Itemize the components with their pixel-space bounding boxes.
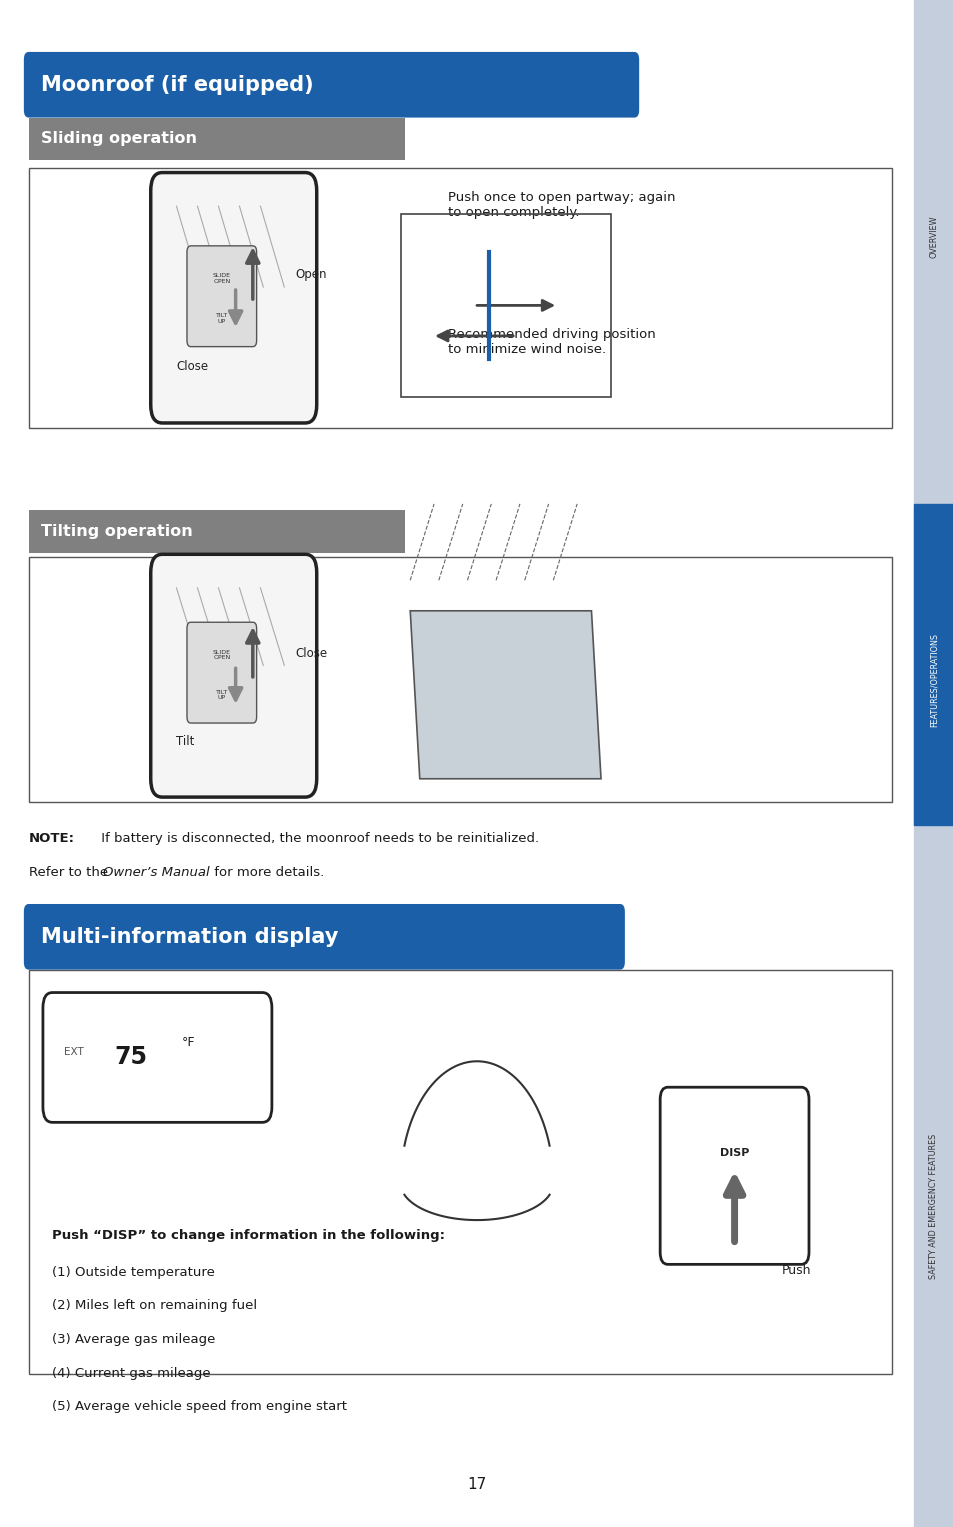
Text: Recommended driving position
to minimize wind noise.: Recommended driving position to minimize…: [448, 328, 656, 356]
FancyBboxPatch shape: [24, 904, 624, 970]
FancyBboxPatch shape: [43, 993, 272, 1122]
FancyBboxPatch shape: [151, 554, 316, 797]
Text: EXT: EXT: [64, 1048, 84, 1058]
Text: SAFETY AND EMERGENCY FEATURES: SAFETY AND EMERGENCY FEATURES: [928, 1133, 938, 1280]
FancyBboxPatch shape: [24, 52, 639, 118]
Text: (1) Outside temperature: (1) Outside temperature: [52, 1266, 215, 1280]
Bar: [913, 0, 953, 1527]
Text: Push once to open partway; again
to open completely.: Push once to open partway; again to open…: [448, 191, 675, 218]
Text: 75: 75: [114, 1046, 148, 1069]
Text: (2) Miles left on remaining fuel: (2) Miles left on remaining fuel: [52, 1299, 257, 1313]
Text: If battery is disconnected, the moonroof needs to be reinitialized.: If battery is disconnected, the moonroof…: [97, 832, 538, 846]
Text: Close: Close: [176, 360, 209, 373]
Bar: [29, 168, 891, 428]
Text: Moonroof (if equipped): Moonroof (if equipped): [41, 75, 314, 95]
Polygon shape: [410, 611, 600, 779]
Bar: [913, 504, 953, 825]
FancyBboxPatch shape: [187, 246, 256, 347]
Text: (5) Average vehicle speed from engine start: (5) Average vehicle speed from engine st…: [52, 1400, 347, 1414]
Text: Open: Open: [295, 267, 327, 281]
Text: TILT
UP: TILT UP: [215, 313, 228, 324]
Text: SLIDE
OPEN: SLIDE OPEN: [213, 649, 231, 660]
Text: Sliding operation: Sliding operation: [41, 131, 197, 147]
Text: Tilt: Tilt: [176, 734, 194, 748]
Text: NOTE:: NOTE:: [29, 832, 74, 846]
FancyBboxPatch shape: [659, 1087, 808, 1264]
Text: Push: Push: [781, 1264, 810, 1278]
FancyBboxPatch shape: [151, 173, 316, 423]
Text: (3) Average gas mileage: (3) Average gas mileage: [52, 1333, 215, 1347]
Text: DISP: DISP: [720, 1148, 748, 1157]
Text: °F: °F: [181, 1035, 194, 1049]
Bar: [29, 510, 405, 553]
Text: OVERVIEW: OVERVIEW: [928, 215, 938, 258]
Text: Push “DISP” to change information in the following:: Push “DISP” to change information in the…: [52, 1229, 445, 1243]
Text: (4) Current gas mileage: (4) Current gas mileage: [52, 1367, 211, 1380]
Text: Close: Close: [295, 646, 328, 660]
Text: SLIDE
OPEN: SLIDE OPEN: [213, 273, 231, 284]
Text: Refer to the: Refer to the: [29, 866, 112, 880]
FancyBboxPatch shape: [187, 623, 256, 724]
Text: Tilting operation: Tilting operation: [41, 524, 193, 539]
Text: Owner’s Manual: Owner’s Manual: [103, 866, 210, 880]
Bar: [29, 118, 405, 160]
Text: 17: 17: [467, 1477, 486, 1492]
Bar: [29, 557, 891, 802]
Text: FEATURES/OPERATIONS: FEATURES/OPERATIONS: [928, 632, 938, 727]
Text: TILT
UP: TILT UP: [215, 690, 228, 699]
Bar: [400, 214, 610, 397]
Text: Multi-information display: Multi-information display: [41, 927, 338, 947]
Text: for more details.: for more details.: [210, 866, 324, 880]
Bar: [29, 970, 891, 1374]
